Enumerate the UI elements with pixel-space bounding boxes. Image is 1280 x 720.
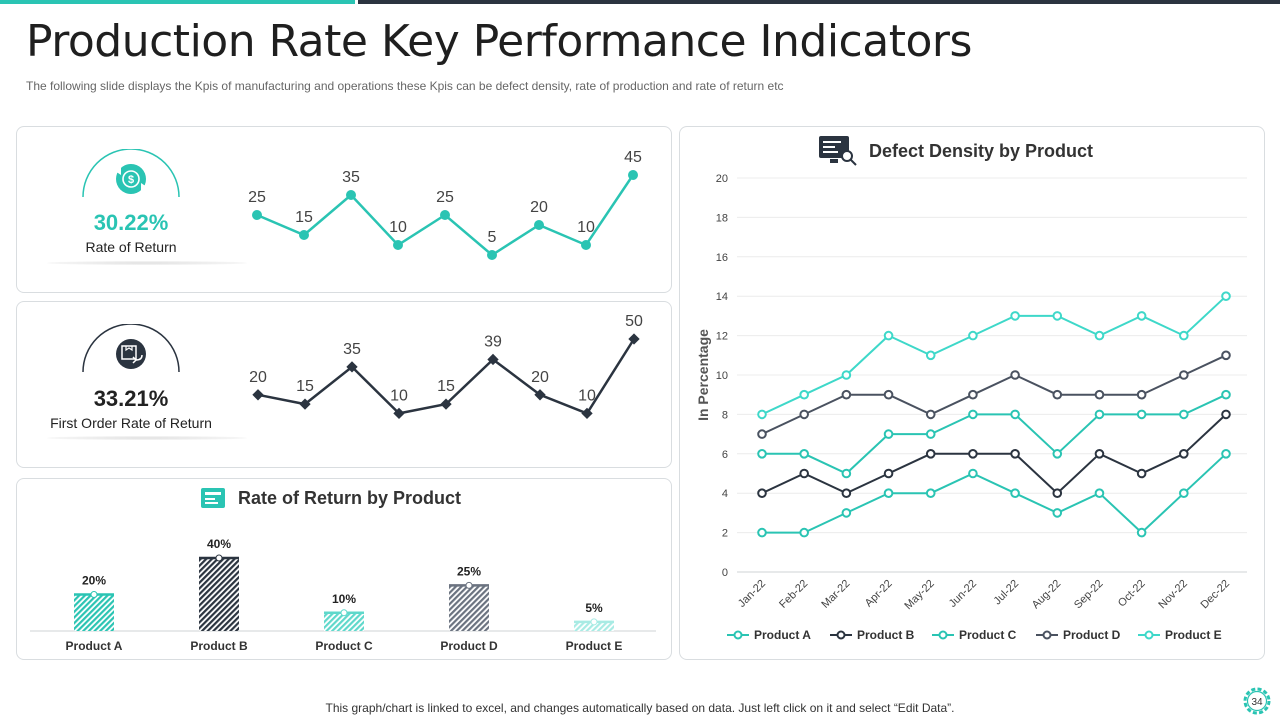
- kpi-value: 30.22%: [93, 210, 169, 235]
- kpi-shadow: [47, 436, 247, 440]
- kpi-label: Rate of Return: [85, 239, 177, 255]
- rate-of-return-by-product-card: [16, 478, 672, 660]
- gear-icon: [1243, 687, 1271, 715]
- page-subtitle: The following slide displays the Kpis of…: [26, 79, 784, 93]
- box-return-icon: [121, 345, 143, 364]
- page-title: Production Rate Key Performance Indicato…: [26, 16, 972, 67]
- top-accent-bar-teal: [0, 0, 355, 4]
- kpi-icon-badge: [82, 324, 180, 373]
- dollar-exchange-icon: $: [115, 167, 147, 191]
- defect-density-card: [679, 126, 1265, 660]
- page-number: 34: [1251, 697, 1263, 708]
- kpi-card-rate-of-return: $ 30.22% Rate of Return: [16, 126, 672, 293]
- kpi-card-first-order-rate: 33.21% First Order Rate of Return: [16, 301, 672, 468]
- kpi-shadow: [47, 261, 247, 265]
- top-accent-bar-dark: [358, 0, 1280, 4]
- page-number-badge: 34: [1243, 687, 1271, 715]
- kpi-label: First Order Rate of Return: [50, 415, 212, 431]
- svg-text:$: $: [128, 174, 134, 186]
- kpi-icon-badge: $: [82, 149, 180, 198]
- kpi-value: 33.21%: [93, 386, 169, 411]
- footer-note: This graph/chart is linked to excel, and…: [325, 701, 955, 715]
